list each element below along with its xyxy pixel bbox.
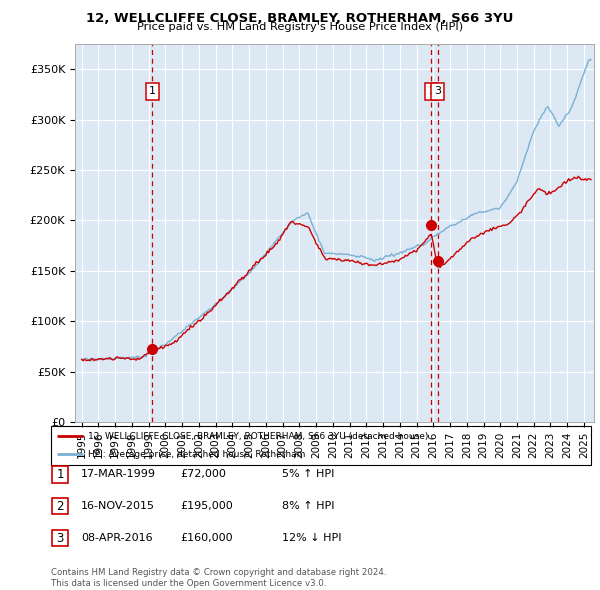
Text: 2: 2 xyxy=(428,87,435,96)
Text: 16-NOV-2015: 16-NOV-2015 xyxy=(81,502,155,511)
Text: 3: 3 xyxy=(434,87,441,96)
Text: HPI: Average price, detached house, Rotherham: HPI: Average price, detached house, Roth… xyxy=(88,450,305,459)
Text: 17-MAR-1999: 17-MAR-1999 xyxy=(81,470,156,479)
Text: £72,000: £72,000 xyxy=(180,470,226,479)
Text: 2: 2 xyxy=(56,500,64,513)
Text: Price paid vs. HM Land Registry's House Price Index (HPI): Price paid vs. HM Land Registry's House … xyxy=(137,22,463,32)
Text: 1: 1 xyxy=(149,87,155,96)
Text: 5% ↑ HPI: 5% ↑ HPI xyxy=(282,470,334,479)
Text: 12% ↓ HPI: 12% ↓ HPI xyxy=(282,533,341,543)
Text: £160,000: £160,000 xyxy=(180,533,233,543)
Text: £195,000: £195,000 xyxy=(180,502,233,511)
Text: 3: 3 xyxy=(56,532,64,545)
Text: 12, WELLCLIFFE CLOSE, BRAMLEY, ROTHERHAM, S66 3YU: 12, WELLCLIFFE CLOSE, BRAMLEY, ROTHERHAM… xyxy=(86,12,514,25)
Text: 12, WELLCLIFFE CLOSE, BRAMLEY, ROTHERHAM, S66 3YU (detached house): 12, WELLCLIFFE CLOSE, BRAMLEY, ROTHERHAM… xyxy=(88,432,428,441)
Text: 1: 1 xyxy=(56,468,64,481)
Text: 08-APR-2016: 08-APR-2016 xyxy=(81,533,152,543)
Text: Contains HM Land Registry data © Crown copyright and database right 2024.
This d: Contains HM Land Registry data © Crown c… xyxy=(51,568,386,588)
Text: 8% ↑ HPI: 8% ↑ HPI xyxy=(282,502,335,511)
